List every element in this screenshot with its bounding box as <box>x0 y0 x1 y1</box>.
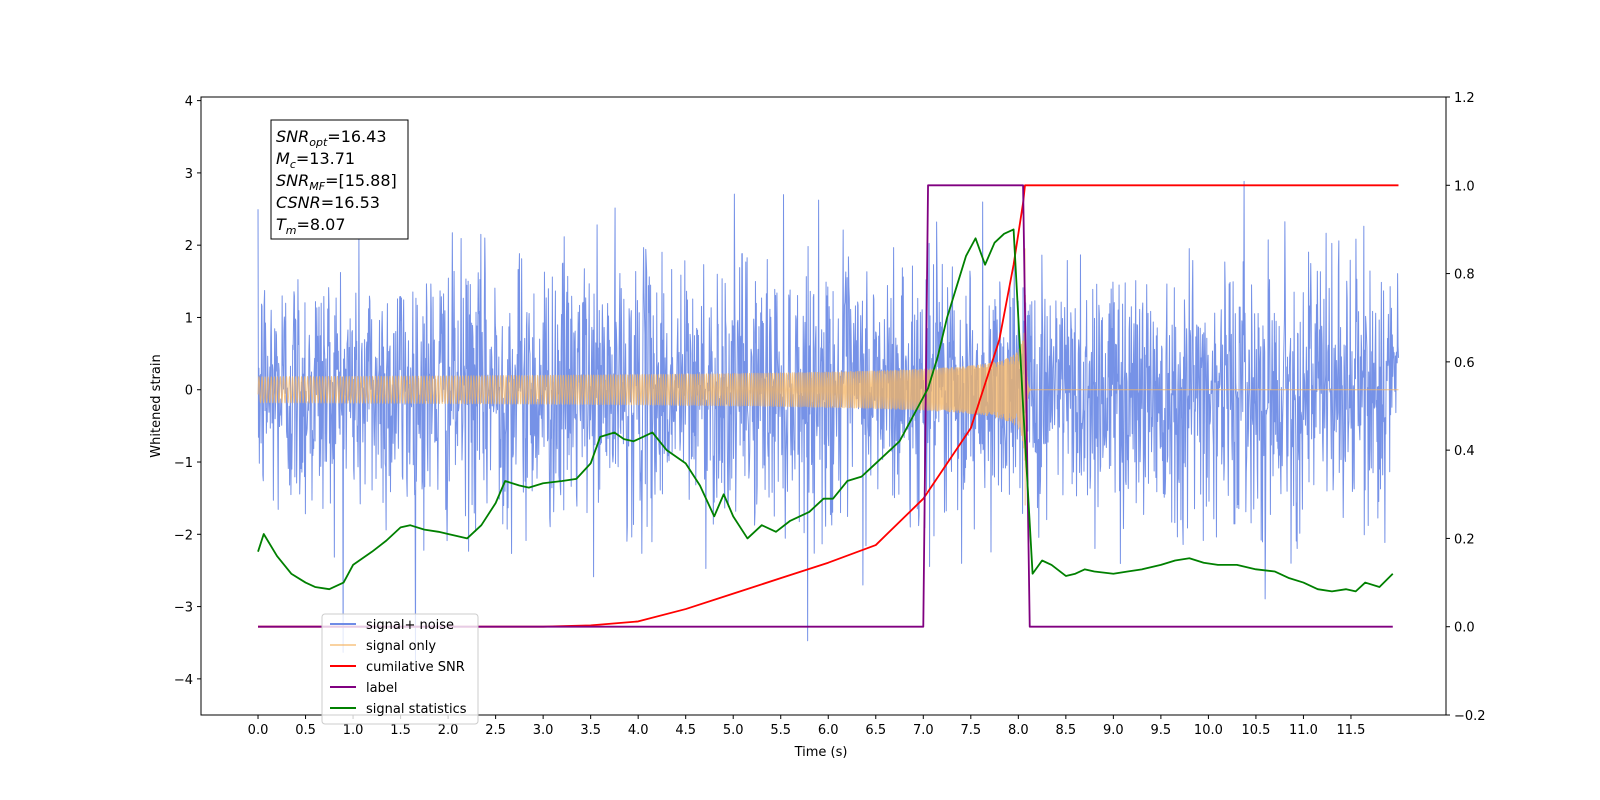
y-axis-label: Whitened strain <box>149 354 164 457</box>
y-tick-label-left: 2 <box>185 239 193 254</box>
series-line-signal-statistics <box>257 228 1394 593</box>
x-tick-label: 8.5 <box>1056 723 1077 738</box>
x-tick-label: 7.0 <box>913 723 934 738</box>
annotation-value: =[15.88] <box>325 171 397 190</box>
annotation-subscript: m <box>286 224 297 237</box>
annotation-line: SNRopt=16.43 <box>276 127 387 149</box>
annotation-subscript: c <box>290 158 296 171</box>
y-tick-label-left: 3 <box>185 167 193 182</box>
y-tick-label-left: 0 <box>185 384 193 399</box>
annotation-line: Tm=8.07 <box>276 215 346 237</box>
annotation-value: =8.07 <box>297 215 346 234</box>
y-tick-label-right: 0.4 <box>1454 444 1475 459</box>
annotation-box: SNRopt=16.43Mc=13.71SNRMF=[15.88]CSNR=16… <box>270 119 409 240</box>
y-tick-label-left: 1 <box>185 311 193 326</box>
x-tick-label: 11.5 <box>1336 723 1365 738</box>
y-tick-label-left: −1 <box>174 456 193 471</box>
series-line-signal-only <box>257 248 1399 506</box>
x-tick-label: 9.0 <box>1103 723 1124 738</box>
annotation-symbol: CSNR <box>276 193 321 212</box>
legend-label: cumilative SNR <box>366 660 465 675</box>
x-tick-label: 0.0 <box>248 723 269 738</box>
annotation-line: SNRMF=[15.88] <box>276 171 397 193</box>
x-tick-label: 4.5 <box>675 723 696 738</box>
x-tick-label: 1.0 <box>343 723 364 738</box>
annotation-value: =13.71 <box>296 149 355 168</box>
x-tick-label: 3.5 <box>580 723 601 738</box>
plot-frame <box>200 96 1447 716</box>
annotation-value: =16.53 <box>321 193 380 212</box>
series-line-signal-noise <box>257 180 1399 664</box>
series-line-label <box>258 184 1393 628</box>
y-tick-label-right: 0.2 <box>1454 532 1475 547</box>
y-tick-label-left: −4 <box>174 673 193 688</box>
x-axis-label: Time (s) <box>794 745 848 760</box>
legend: signal+ noise signal only cumilative SNR la… <box>321 613 479 725</box>
x-tick-label: 1.5 <box>390 723 411 738</box>
series-line-cumilative-snr <box>258 184 1399 628</box>
x-tick-label: 4.0 <box>628 723 649 738</box>
annotation-symbol: SNR <box>276 171 309 190</box>
y-tick-label-right: 0.8 <box>1454 268 1475 283</box>
legend-label: signal+ noise <box>366 618 454 633</box>
legend-label: label <box>366 681 397 696</box>
x-tick-label: 6.0 <box>818 723 839 738</box>
y-tick-label-right: −0.2 <box>1454 709 1486 724</box>
x-tick-label: 10.5 <box>1241 723 1270 738</box>
y-tick-label-left: 4 <box>185 95 193 110</box>
annotation-value: =16.43 <box>327 127 386 146</box>
x-tick-label: 3.0 <box>533 723 554 738</box>
annotation-subscript: opt <box>309 136 328 149</box>
x-tick-label: 11.0 <box>1289 723 1318 738</box>
annotation-symbol: SNR <box>276 127 309 146</box>
y-tick-label-right: 0.6 <box>1454 356 1475 371</box>
x-tick-label: 8.0 <box>1008 723 1029 738</box>
x-tick-label: 10.0 <box>1194 723 1223 738</box>
x-tick-label: 5.0 <box>723 723 744 738</box>
x-tick-label: 5.5 <box>770 723 791 738</box>
y-tick-label-right: 1.0 <box>1454 179 1475 194</box>
y-tick-label-left: −2 <box>174 528 193 543</box>
x-tick-label: 2.5 <box>485 723 506 738</box>
x-tick-label: 0.5 <box>295 723 316 738</box>
y-tick-label-right: 1.2 <box>1454 91 1475 106</box>
annotation-symbol: M <box>276 149 290 168</box>
x-tick-label: 2.0 <box>438 723 459 738</box>
annotation-line: CSNR=16.53 <box>276 193 380 212</box>
legend-label: signal statistics <box>366 702 467 717</box>
x-tick-label: 6.5 <box>865 723 886 738</box>
annotation-symbol: T <box>276 215 287 234</box>
y-tick-label-left: −3 <box>174 601 193 616</box>
x-tick-label: 9.5 <box>1151 723 1172 738</box>
annotation-line: Mc=13.71 <box>276 149 355 171</box>
y-tick-label-right: 0.0 <box>1454 621 1475 636</box>
legend-label: signal only <box>366 639 436 654</box>
annotation-subscript: MF <box>309 180 325 193</box>
x-tick-label: 7.5 <box>960 723 981 738</box>
